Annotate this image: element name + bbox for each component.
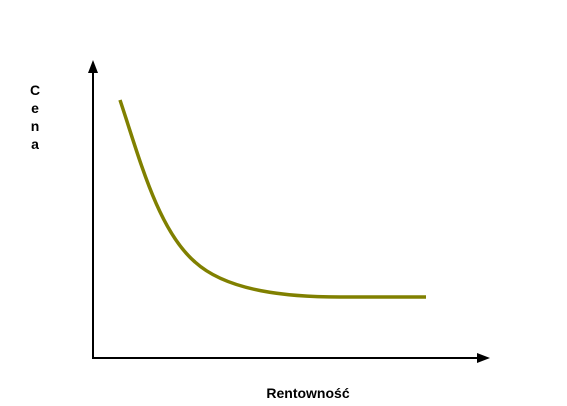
x-axis-arrowhead-icon: [477, 353, 490, 363]
x-axis-label: Rentowność: [266, 385, 349, 401]
y-axis-arrowhead-icon: [88, 60, 98, 73]
x-axis: [92, 353, 490, 363]
y-axis-label-letter: e: [31, 100, 39, 116]
y-axis-label-letter: C: [30, 82, 40, 98]
y-axis-label-letter: n: [31, 118, 40, 134]
price-yield-curve: [118, 99, 426, 299]
y-axis-label-letter: a: [31, 136, 39, 152]
y-axis: [88, 60, 98, 359]
